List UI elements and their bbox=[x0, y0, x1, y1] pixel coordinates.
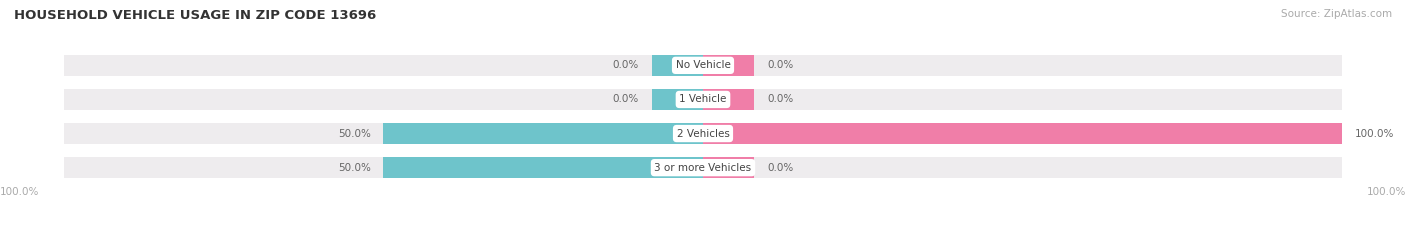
Text: 0.0%: 0.0% bbox=[766, 163, 793, 173]
Bar bbox=[384, 157, 703, 178]
Text: 50.0%: 50.0% bbox=[337, 129, 371, 139]
Text: 100.0%: 100.0% bbox=[0, 187, 39, 197]
Bar bbox=[63, 55, 1343, 76]
Text: 2 Vehicles: 2 Vehicles bbox=[676, 129, 730, 139]
Text: 0.0%: 0.0% bbox=[766, 94, 793, 104]
Text: No Vehicle: No Vehicle bbox=[675, 60, 731, 70]
Bar bbox=[384, 123, 703, 144]
Bar bbox=[652, 89, 703, 110]
Text: 0.0%: 0.0% bbox=[766, 60, 793, 70]
Bar bbox=[652, 55, 703, 76]
Text: 0.0%: 0.0% bbox=[613, 94, 640, 104]
Text: 0.0%: 0.0% bbox=[613, 60, 640, 70]
Text: 3 or more Vehicles: 3 or more Vehicles bbox=[654, 163, 752, 173]
Text: 1 Vehicle: 1 Vehicle bbox=[679, 94, 727, 104]
Text: 100.0%: 100.0% bbox=[1355, 129, 1395, 139]
Bar bbox=[63, 157, 1343, 178]
Text: Source: ZipAtlas.com: Source: ZipAtlas.com bbox=[1281, 9, 1392, 19]
Bar bbox=[703, 157, 754, 178]
Bar bbox=[703, 55, 754, 76]
Bar bbox=[63, 123, 1343, 144]
Bar bbox=[703, 123, 1343, 144]
Text: HOUSEHOLD VEHICLE USAGE IN ZIP CODE 13696: HOUSEHOLD VEHICLE USAGE IN ZIP CODE 1369… bbox=[14, 9, 377, 22]
Bar bbox=[703, 89, 754, 110]
Bar bbox=[63, 89, 1343, 110]
Text: 50.0%: 50.0% bbox=[337, 163, 371, 173]
Text: 100.0%: 100.0% bbox=[1367, 187, 1406, 197]
